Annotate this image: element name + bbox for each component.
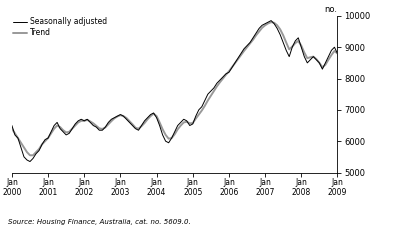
Line: Seasonally adjusted: Seasonally adjusted [12,21,397,162]
Trend [10,127,14,130]
Seasonally adjusted [79,118,84,121]
Seasonally adjusted [175,124,180,127]
Trend [269,21,274,24]
Trend [79,119,84,122]
Seasonally adjusted [10,124,14,127]
Legend: Seasonally adjusted, Trend: Seasonally adjusted, Trend [13,17,107,37]
Trend [323,63,328,66]
Seasonally adjusted [323,62,328,64]
Seasonally adjusted [28,160,33,163]
Line: Trend: Trend [12,22,397,155]
Trend [335,52,340,55]
Text: Source: Housing Finance, Australia, cat. no. 5609.0.: Source: Housing Finance, Australia, cat.… [8,219,191,225]
Text: no.: no. [324,5,337,14]
Seasonally adjusted [269,19,274,22]
Seasonally adjusted [335,52,340,55]
Seasonally adjusted [115,115,120,118]
Trend [175,128,180,131]
Trend [115,115,120,118]
Trend [28,154,33,157]
